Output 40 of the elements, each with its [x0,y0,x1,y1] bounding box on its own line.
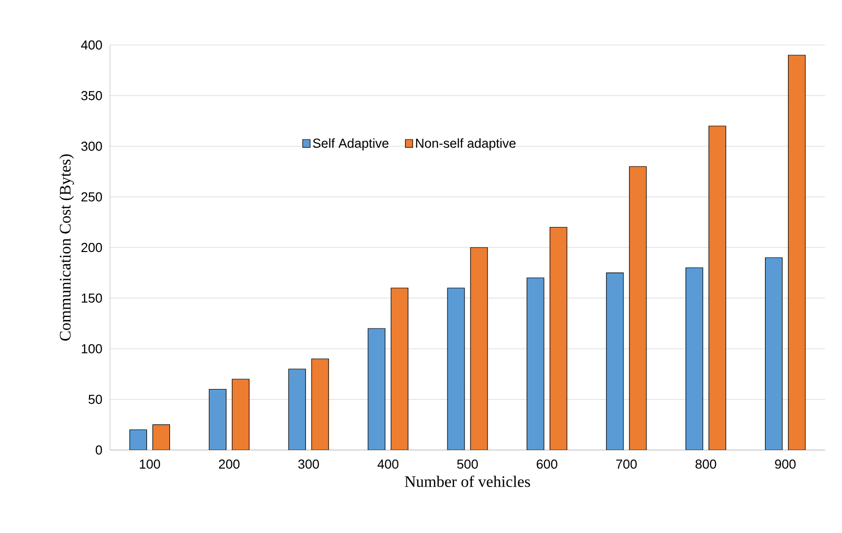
bar [288,368,306,450]
bar [788,54,806,450]
y-tick-label: 300 [81,142,102,151]
x-tick-label: 400 [378,460,398,469]
bar [606,272,624,450]
bar [368,328,386,450]
bar [311,358,329,450]
bar [526,278,544,450]
y-tick-label: 100 [82,344,102,354]
x-tick-label: 100 [140,460,160,469]
legend-label: Non-self adaptive [416,138,516,150]
x-tick-label: 300 [298,460,319,469]
bar [708,126,726,450]
x-tick-label: 800 [696,460,716,469]
bar [208,388,226,450]
y-tick-label: 400 [81,40,102,50]
bar [447,288,465,450]
y-tick-label: 250 [81,192,102,202]
x-tick-label: 500 [457,460,478,469]
bar [764,257,783,450]
x-tick-label: 700 [616,460,637,469]
y-tick-label: 0 [96,445,102,455]
y-tick-label: 50 [88,394,102,404]
legend-label: Self Adaptive [313,138,388,150]
x-tick-label: 200 [218,460,240,469]
bar [550,226,568,450]
bar [152,424,170,450]
bar [129,429,148,450]
y-axis-title: Communication Cost (Bytes) [59,154,74,341]
bar [629,166,647,450]
bar [686,267,704,450]
x-axis-title: Number of vehicles [404,476,530,488]
y-tick-label: 150 [82,294,102,303]
bar [390,288,408,450]
x-tick-label: 600 [536,460,558,469]
bar [470,247,488,450]
y-tick-label: 200 [81,242,102,252]
y-tick-label: 350 [81,91,102,100]
bar [232,378,250,450]
x-tick-label: 900 [775,460,796,469]
